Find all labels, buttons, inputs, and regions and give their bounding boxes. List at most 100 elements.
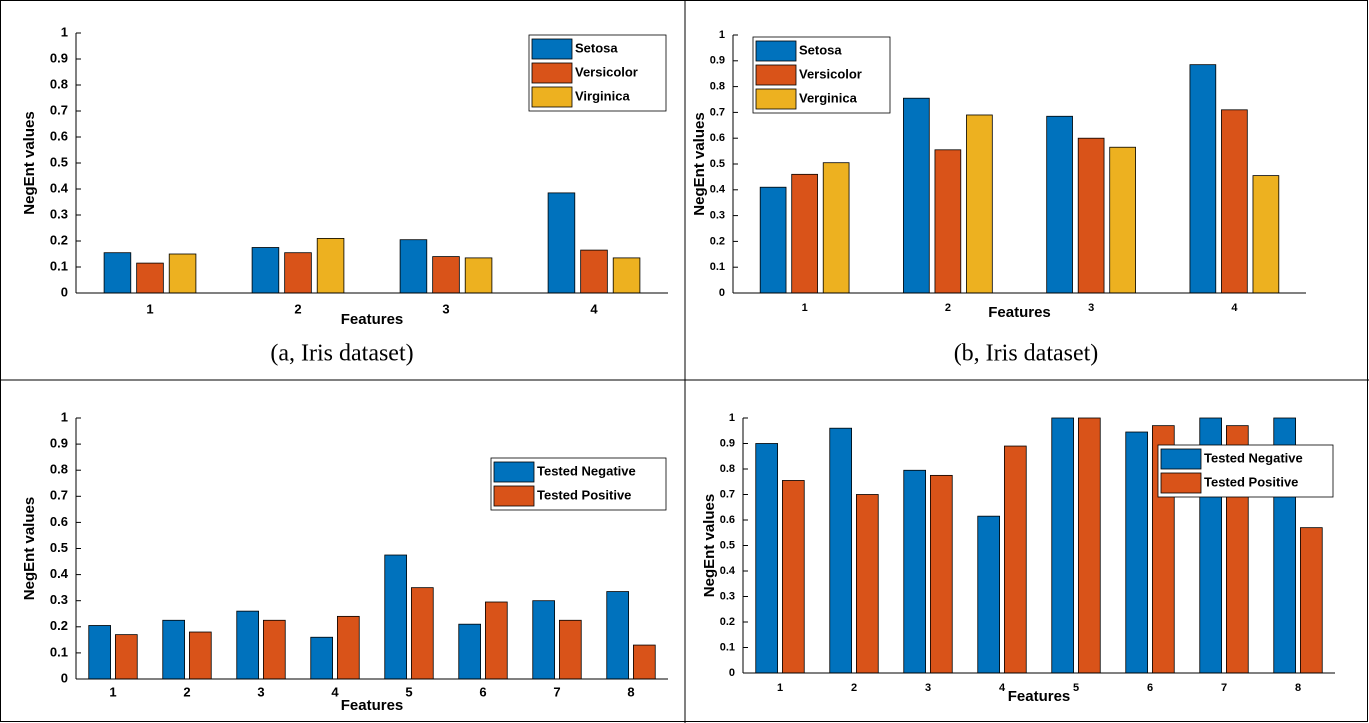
y-tick-label: 0.4 xyxy=(50,180,69,195)
bar xyxy=(791,173,818,294)
y-tick-label: 1 xyxy=(729,412,735,424)
bar xyxy=(251,247,280,294)
bar xyxy=(547,192,576,294)
bar xyxy=(1125,431,1149,674)
y-tick-label: 0.1 xyxy=(50,644,68,659)
bar xyxy=(114,634,138,680)
y-tick-label: 0.2 xyxy=(50,618,68,633)
legend-swatch xyxy=(493,485,535,507)
legend-swatch xyxy=(1160,448,1202,470)
y-tick-label: 1 xyxy=(61,409,68,424)
bar xyxy=(612,257,641,294)
bar xyxy=(558,619,582,680)
x-tick-label: 3 xyxy=(925,682,931,694)
legend-swatch xyxy=(755,40,797,62)
bar xyxy=(1003,445,1027,674)
bar xyxy=(1077,417,1101,674)
bar xyxy=(484,601,508,680)
y-tick-label: 0 xyxy=(61,670,68,685)
x-axis-label: Features xyxy=(1008,688,1071,705)
bar xyxy=(458,623,482,680)
y-tick-label: 0.1 xyxy=(710,261,725,273)
y-tick-label: 0.9 xyxy=(50,50,68,65)
x-tick-label: 2 xyxy=(851,682,857,694)
legend-label: Tested Negative xyxy=(537,463,636,478)
bar xyxy=(399,239,428,294)
bar xyxy=(410,587,434,680)
legend-label: Versicolor xyxy=(575,64,638,79)
y-tick-label: 0.5 xyxy=(50,154,68,169)
x-tick-label: 8 xyxy=(627,684,634,699)
y-axis-label: NegEnt values xyxy=(701,494,718,597)
y-tick-label: 0.6 xyxy=(710,132,725,144)
legend-swatch xyxy=(531,62,573,84)
y-tick-label: 1 xyxy=(719,29,725,41)
x-tick-label: 7 xyxy=(553,684,560,699)
x-tick-label: 5 xyxy=(405,684,412,699)
y-tick-label: 0.7 xyxy=(710,106,725,118)
y-tick-label: 0.3 xyxy=(50,592,68,607)
x-tick-label: 1 xyxy=(802,302,808,314)
bar xyxy=(1299,527,1323,674)
y-tick-label: 0.6 xyxy=(50,128,68,143)
bar xyxy=(136,262,164,294)
legend-label: Verginica xyxy=(799,90,858,105)
y-tick-label: 0.7 xyxy=(50,488,68,503)
bar xyxy=(759,186,787,294)
bar xyxy=(755,443,779,674)
y-tick-label: 0 xyxy=(61,284,68,299)
legend-label: Setosa xyxy=(575,40,618,55)
x-axis-label: Features xyxy=(341,697,404,714)
y-tick-label: 0.1 xyxy=(720,641,735,653)
legend-label: Versicolor xyxy=(799,66,862,81)
y-tick-label: 0.9 xyxy=(720,437,735,449)
y-tick-label: 0.1 xyxy=(50,258,68,273)
caption: (b, Iris dataset) xyxy=(954,341,1099,367)
legend-swatch xyxy=(531,38,573,60)
y-tick-label: 0.5 xyxy=(710,158,725,170)
legend-label: Tested Positive xyxy=(537,487,631,502)
bar xyxy=(903,97,930,294)
bar xyxy=(432,256,460,294)
caption: (a, Iris dataset) xyxy=(270,341,413,367)
bar xyxy=(236,610,260,680)
bar xyxy=(1077,137,1105,294)
bar xyxy=(606,591,630,680)
legend-label: Tested Positive xyxy=(1204,474,1298,489)
bar xyxy=(1252,175,1280,294)
x-tick-label: 3 xyxy=(1088,302,1094,314)
y-tick-label: 0.6 xyxy=(50,514,68,529)
bar xyxy=(1189,64,1217,294)
y-axis-label: NegEnt values xyxy=(21,497,38,600)
x-tick-label: 4 xyxy=(1231,302,1238,314)
x-tick-label: 4 xyxy=(331,684,339,699)
bar xyxy=(88,625,112,680)
bar xyxy=(103,252,132,294)
y-tick-label: 0.4 xyxy=(720,565,736,577)
x-tick-label: 6 xyxy=(479,684,486,699)
y-tick-label: 0.8 xyxy=(710,81,725,93)
x-tick-label: 1 xyxy=(109,684,116,699)
y-tick-label: 1 xyxy=(61,24,68,39)
y-tick-label: 0.5 xyxy=(720,539,735,551)
x-axis-label: Features xyxy=(988,304,1051,321)
x-tick-label: 2 xyxy=(294,301,301,316)
y-tick-label: 0.4 xyxy=(50,566,69,581)
bar xyxy=(1109,146,1136,294)
y-tick-label: 0.3 xyxy=(720,590,735,602)
bar xyxy=(188,631,212,680)
bar xyxy=(829,427,853,674)
bar xyxy=(822,162,850,294)
x-tick-label: 2 xyxy=(183,684,190,699)
x-tick-label: 3 xyxy=(257,684,264,699)
x-tick-label: 2 xyxy=(945,302,951,314)
bar xyxy=(929,474,953,674)
bar xyxy=(580,249,608,294)
y-tick-label: 0.8 xyxy=(50,462,68,477)
bar xyxy=(934,149,962,294)
legend-label: Setosa xyxy=(799,42,842,57)
bar xyxy=(532,600,556,680)
x-tick-label: 5 xyxy=(1073,682,1079,694)
bar xyxy=(855,494,879,674)
